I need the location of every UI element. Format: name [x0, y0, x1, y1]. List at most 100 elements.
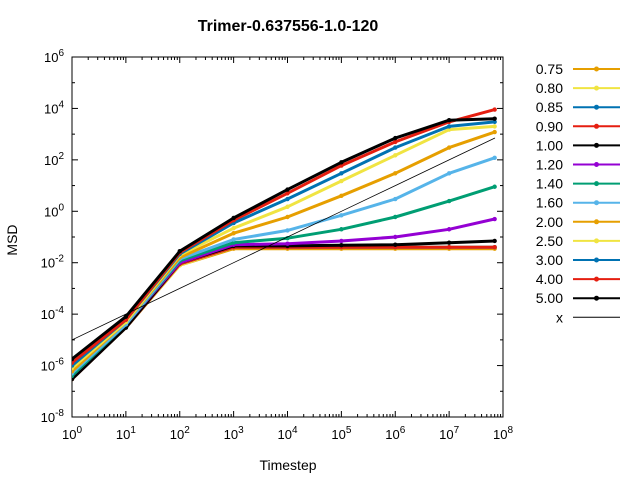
legend-marker	[594, 181, 599, 187]
data-point	[393, 153, 398, 158]
data-point	[446, 171, 452, 176]
y-tick-label: 10-4	[41, 305, 65, 322]
legend-label: 0.80	[536, 80, 563, 96]
legend-label: 0.85	[536, 99, 563, 115]
data-point	[285, 204, 290, 209]
legend-marker	[594, 219, 599, 225]
data-point	[446, 124, 452, 129]
y-tick-exp: 2	[58, 151, 64, 162]
y-tick-base: 10	[41, 256, 55, 271]
x-tick-base: 10	[116, 427, 130, 442]
y-tick-exp: -8	[55, 408, 64, 419]
y-tick-exp: 0	[58, 202, 64, 213]
data-point	[393, 234, 398, 240]
legend-marker	[594, 238, 599, 244]
x-axis-label: Timestep	[259, 457, 316, 473]
data-point	[231, 237, 236, 242]
data-point	[285, 214, 290, 220]
x-tick-base: 10	[277, 427, 291, 442]
data-point	[446, 240, 452, 245]
data-point	[393, 139, 398, 145]
y-tick-base: 10	[44, 50, 58, 65]
data-point	[339, 213, 344, 218]
data-point	[492, 107, 497, 112]
data-point	[285, 187, 290, 192]
legend-item: 1.40	[536, 176, 620, 192]
legend-label: 1.40	[536, 176, 563, 192]
data-point	[393, 171, 398, 176]
x-tick-exp: 2	[184, 425, 190, 436]
data-point	[123, 314, 129, 319]
x-tick-exp: 1	[130, 425, 136, 436]
legend-marker	[594, 123, 599, 129]
data-point	[492, 124, 497, 129]
data-point	[492, 155, 497, 161]
data-point	[492, 245, 497, 250]
y-tick-base: 10	[44, 101, 58, 116]
legend-item: 2.00	[536, 214, 620, 230]
legend-marker	[594, 257, 599, 263]
x-tick-base: 10	[331, 427, 345, 442]
data-point	[492, 119, 497, 125]
data-point	[285, 196, 290, 202]
series-line-1.40	[72, 185, 497, 378]
y-tick-base: 10	[41, 410, 55, 425]
data-point	[285, 228, 290, 233]
y-tick-exp: 4	[58, 99, 64, 110]
y-tick-label: 104	[44, 99, 64, 116]
y-tick-label: 10-2	[41, 254, 65, 271]
legend-item: 0.75	[536, 61, 620, 77]
data-point	[231, 240, 236, 245]
data-point	[393, 145, 398, 150]
data-point	[446, 127, 452, 132]
x-tick-label: 103	[224, 425, 244, 442]
data-point	[339, 171, 344, 176]
legend-label: 4.00	[536, 271, 563, 287]
y-axis-label: MSD	[4, 224, 20, 255]
legend-item: 3.00	[536, 252, 620, 268]
x-tick-base: 10	[493, 427, 507, 442]
data-point	[339, 238, 344, 244]
data-point	[393, 214, 398, 220]
x-tick-exp: 5	[346, 425, 352, 436]
x-tick-label: 105	[331, 425, 351, 442]
legend-item: x	[556, 309, 620, 325]
legend-label: 0.90	[536, 118, 563, 134]
data-point	[492, 216, 497, 222]
legend-label: x	[556, 309, 563, 325]
data-point	[446, 227, 452, 232]
legend-item: 1.00	[536, 137, 620, 153]
data-point	[446, 245, 452, 250]
series-line-x	[72, 137, 496, 341]
y-tick-exp: -6	[55, 357, 64, 368]
x-tick-exp: 6	[400, 425, 406, 436]
y-tick-label: 102	[44, 151, 64, 168]
y-tick-exp: -4	[55, 305, 64, 316]
legend-marker	[594, 162, 599, 167]
x-tick-label: 101	[116, 425, 136, 442]
x-tick-base: 10	[439, 427, 453, 442]
legend: 0.75 0.80 0.85 0.90 1.00 1.20 1.40 1.60 2.00 2.50…	[536, 61, 620, 325]
data-point	[446, 198, 452, 204]
x-tick-label: 100	[62, 425, 82, 442]
x-tick-label: 108	[493, 425, 513, 442]
plot-area: 100 101 102 103 104 105 106 107 10810-810-610-41…	[41, 48, 514, 442]
y-tick-label: 10-6	[41, 357, 65, 374]
x-tick-exp: 3	[238, 425, 244, 436]
legend-label: 2.50	[536, 233, 563, 249]
y-tick-base: 10	[41, 359, 55, 374]
y-tick-base: 10	[41, 307, 55, 322]
data-point	[285, 235, 290, 241]
data-point	[339, 193, 344, 199]
y-tick-exp: 6	[58, 48, 64, 59]
y-tick-label: 100	[44, 202, 64, 219]
legend-marker	[594, 85, 599, 91]
legend-item: 2.50	[536, 233, 620, 249]
data-point	[446, 117, 452, 123]
data-point	[446, 145, 452, 150]
y-tick-base: 10	[44, 204, 58, 219]
x-tick-base: 10	[62, 427, 76, 442]
data-point	[492, 184, 497, 189]
chart-title: Trimer-0.637556-1.0-120	[198, 18, 379, 35]
y-tick-label: 10-8	[41, 408, 65, 425]
